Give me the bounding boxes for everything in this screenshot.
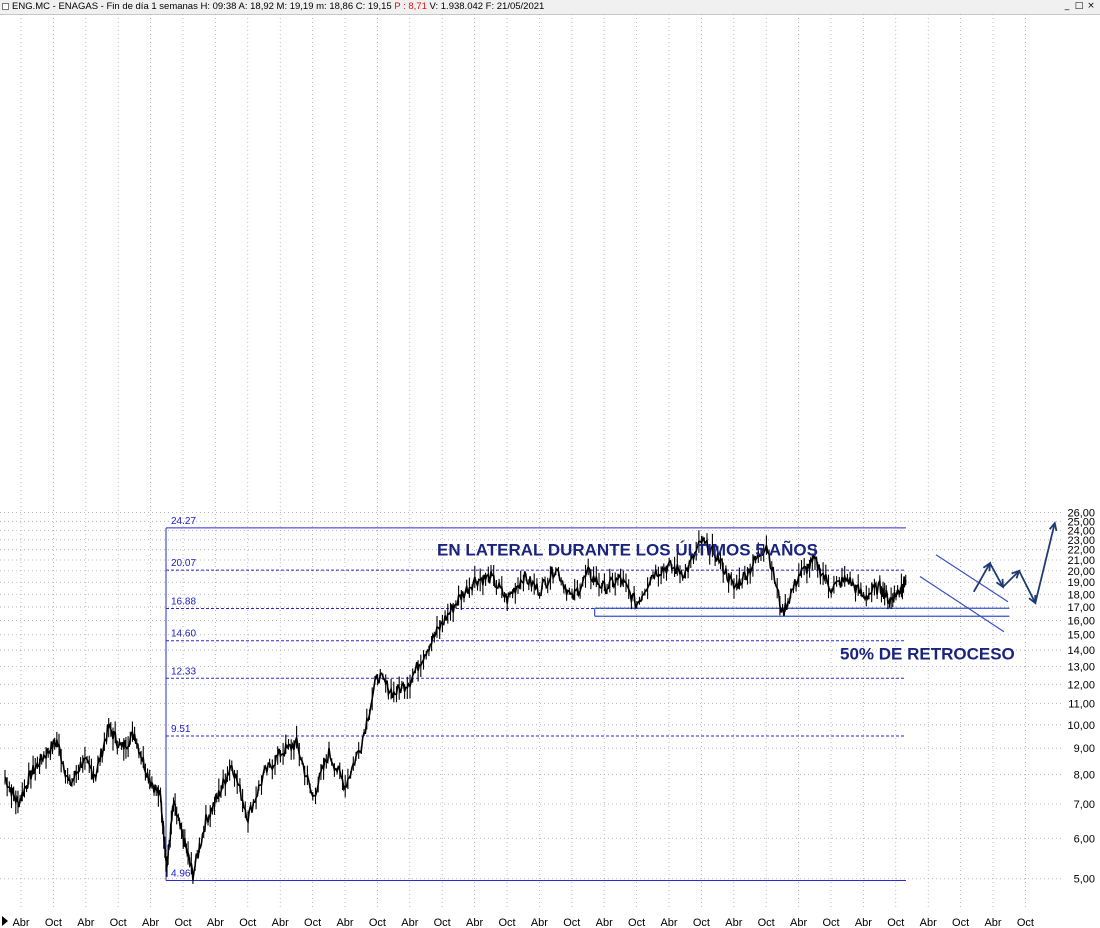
title-price-change: P : 8,71 [394, 1, 427, 12]
y-tick-label: 16,00 [1067, 615, 1095, 627]
maximize-icon[interactable]: □ [1074, 1, 1084, 11]
title-volume-date: V: 1.938.042 F: 21/05/2021 [426, 1, 545, 12]
chart-grid [0, 14, 1062, 910]
forecast-segment [989, 562, 1004, 588]
x-tick-label: Oct [822, 917, 839, 928]
y-tick-label: 17,00 [1067, 602, 1095, 614]
window-titlebar: ENG.MC - ENAGAS - Fin de día 1 semanas H… [0, 0, 1100, 15]
x-tick-label: Abr [984, 917, 1001, 928]
x-tick-label: Abr [855, 917, 872, 928]
x-tick-label: Abr [401, 917, 418, 928]
y-tick-label: 5,00 [1074, 874, 1095, 886]
forecast-segment [1034, 522, 1056, 604]
x-tick-label: Abr [207, 917, 224, 928]
x-tick-label: Oct [174, 917, 191, 928]
x-tick-label: Oct [952, 917, 969, 928]
minimize-icon[interactable]: _ [1064, 1, 1070, 11]
y-tick-label: 15,00 [1067, 630, 1095, 642]
annotation-lateral: EN LATERAL DURANTE LOS ÚLTIMOS 5 AÑOS [437, 540, 818, 560]
forecast-path [972, 521, 1058, 605]
y-tick-label: 9,00 [1074, 743, 1095, 755]
y-tick-label: 13,00 [1067, 662, 1095, 674]
x-tick-label: Oct [563, 917, 580, 928]
x-tick-label: Abr [531, 917, 548, 928]
y-tick-label: 10,00 [1067, 720, 1095, 732]
fib-level-label: 4.96 [171, 869, 191, 880]
y-tick-label: 8,00 [1074, 769, 1095, 781]
y-tick-label: 26,00 [1067, 508, 1095, 520]
scroll-left-icon[interactable] [2, 916, 8, 926]
x-tick-label: Oct [45, 917, 62, 928]
y-tick-label: 6,00 [1074, 833, 1095, 845]
price-series [4, 530, 907, 884]
forecast-segment [1002, 570, 1020, 588]
trend-channel [919, 554, 1009, 633]
x-tick-label: Oct [369, 917, 386, 928]
y-tick-label: 19,00 [1067, 577, 1095, 589]
chart-annotations: EN LATERAL DURANTE LOS ÚLTIMOS 5 AÑOS 50%… [437, 540, 1015, 664]
x-tick-label: Oct [434, 917, 451, 928]
x-tick-label: Oct [758, 917, 775, 928]
y-tick-label: 21,00 [1067, 555, 1095, 567]
x-tick-label: Abr [336, 917, 353, 928]
annotation-retracement: 50% DE RETROCESO [840, 644, 1015, 663]
y-axis: 26,0025,0024,0023,0022,0021,0020,0019,00… [1067, 508, 1095, 886]
forecast-segment [1018, 570, 1037, 604]
x-tick-label: Oct [110, 917, 127, 928]
x-tick-label: Abr [77, 917, 94, 928]
y-tick-label: 22,00 [1067, 545, 1095, 557]
title-quote-info: ENG.MC - ENAGAS - Fin de día 1 semanas H… [12, 1, 395, 12]
x-tick-label: Oct [239, 917, 256, 928]
fib-level-label: 9.51 [171, 724, 191, 735]
y-tick-label: 14,00 [1067, 645, 1095, 657]
support-lines [594, 607, 1010, 617]
x-tick-label: Abr [12, 917, 29, 928]
x-tick-label: Oct [693, 917, 710, 928]
fib-level-label: 24.27 [171, 516, 196, 527]
fib-level-label: 16.88 [171, 597, 196, 608]
x-tick-label: Abr [660, 917, 677, 928]
y-tick-label: 25,00 [1067, 516, 1095, 528]
y-tick-label: 23,00 [1067, 535, 1095, 547]
close-icon[interactable]: × [1087, 1, 1095, 11]
forecast-arrowhead [1011, 569, 1021, 579]
trend-line-lower [919, 575, 1005, 633]
x-tick-label: Oct [887, 917, 904, 928]
trend-line-upper [935, 554, 1009, 603]
x-tick-label: Abr [596, 917, 613, 928]
x-tick-label: Abr [142, 917, 159, 928]
y-tick-label: 7,00 [1074, 799, 1095, 811]
fibonacci-retracement: 24.27 20.07 16.88 14.60 12.33 9.51 4.96 [165, 516, 906, 882]
x-tick-label: Abr [790, 917, 807, 928]
x-tick-label: Oct [1017, 917, 1034, 928]
window-title: ENG.MC - ENAGAS - Fin de día 1 semanas H… [12, 1, 544, 12]
fib-level-label: 20.07 [171, 558, 196, 569]
x-tick-label: Oct [304, 917, 321, 928]
x-tick-label: Oct [498, 917, 515, 928]
fib-level-label: 14.60 [171, 629, 196, 640]
chart-menu-icon[interactable] [2, 3, 9, 10]
y-tick-label: 18,00 [1067, 589, 1095, 601]
y-tick-label: 24,00 [1067, 525, 1095, 537]
x-axis: Abr Oct Abr Oct Abr Oct Abr Oct Abr Oct Abr Oct Abr O… [12, 917, 1034, 928]
y-tick-label: 20,00 [1067, 566, 1095, 578]
x-tick-label: Abr [725, 917, 742, 928]
forecast-arrowhead [1048, 521, 1058, 532]
y-tick-label: 11,00 [1068, 699, 1095, 711]
y-tick-label: 12,00 [1067, 679, 1095, 691]
x-tick-label: Abr [920, 917, 937, 928]
fib-level-label: 12.33 [171, 666, 196, 677]
x-tick-label: Oct [628, 917, 645, 928]
x-tick-label: Abr [466, 917, 483, 928]
price-line [4, 535, 907, 881]
forecast-segment [972, 562, 991, 593]
price-chart[interactable]: 24.27 20.07 16.88 14.60 12.33 9.51 4.96 EN LAT… [0, 14, 1100, 928]
x-tick-label: Abr [272, 917, 289, 928]
